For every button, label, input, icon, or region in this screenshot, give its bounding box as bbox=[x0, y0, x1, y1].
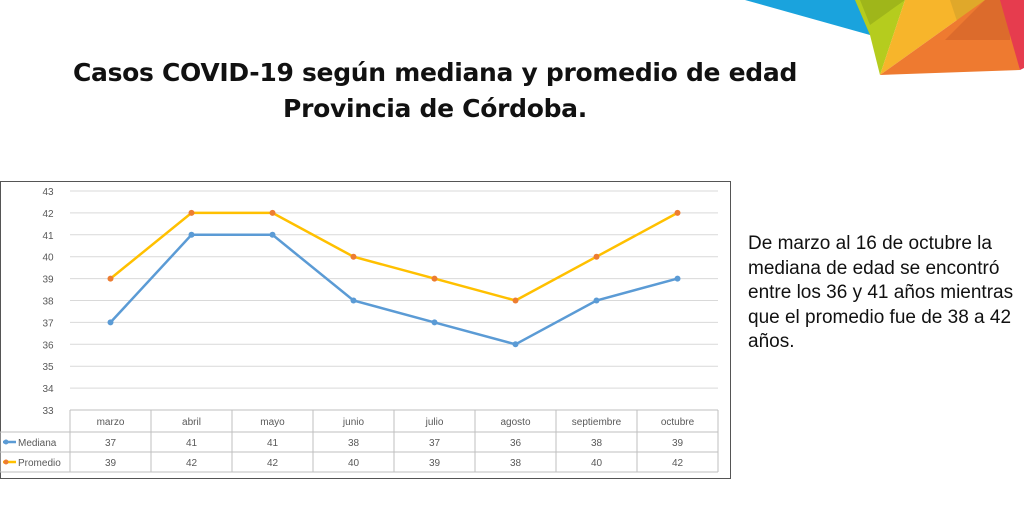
y-tick-label: 36 bbox=[42, 340, 54, 351]
y-tick-label: 43 bbox=[42, 187, 54, 198]
legend-marker bbox=[3, 459, 9, 465]
table-value: 40 bbox=[591, 458, 603, 469]
x-category-label: julio bbox=[425, 417, 444, 428]
series-line-mediana bbox=[109, 233, 678, 346]
x-category-label: octubre bbox=[661, 417, 695, 428]
x-category-label: septiembre bbox=[572, 417, 622, 428]
table-value: 42 bbox=[267, 458, 279, 469]
data-point bbox=[269, 231, 276, 238]
title-line-2: Provincia de Córdoba. bbox=[283, 94, 587, 123]
y-tick-label: 39 bbox=[42, 275, 54, 286]
series-line-promedio bbox=[109, 211, 679, 302]
table-value: 37 bbox=[429, 438, 441, 449]
table-value: 40 bbox=[348, 458, 360, 469]
table-value: 37 bbox=[105, 438, 117, 449]
page-title: Casos COVID-19 según mediana y promedio … bbox=[0, 55, 870, 127]
chart-frame bbox=[0, 181, 731, 479]
data-point bbox=[593, 297, 600, 304]
data-point bbox=[107, 319, 114, 326]
data-point bbox=[188, 209, 195, 216]
legend-label: Mediana bbox=[18, 438, 57, 449]
y-tick-label: 40 bbox=[42, 253, 54, 264]
table-value: 38 bbox=[348, 438, 360, 449]
data-point bbox=[512, 341, 519, 348]
y-tick-label: 42 bbox=[42, 209, 54, 220]
y-tick-label: 38 bbox=[42, 297, 54, 308]
x-category-label: agosto bbox=[500, 417, 530, 428]
y-tick-label: 37 bbox=[42, 318, 54, 329]
x-category-label: abril bbox=[182, 417, 201, 428]
table-value: 41 bbox=[267, 438, 279, 449]
table-value: 41 bbox=[186, 438, 198, 449]
decorative-corner-graphic bbox=[745, 0, 1024, 75]
data-point bbox=[593, 253, 600, 260]
data-point bbox=[512, 297, 519, 304]
x-category-label: mayo bbox=[260, 417, 285, 428]
y-tick-label: 41 bbox=[42, 231, 54, 242]
x-category-label: marzo bbox=[97, 417, 125, 428]
data-point bbox=[269, 209, 276, 216]
y-tick-label: 35 bbox=[42, 362, 54, 373]
data-point bbox=[674, 275, 681, 282]
legend-marker bbox=[3, 439, 9, 445]
data-point bbox=[350, 253, 357, 260]
legend-label: Promedio bbox=[18, 458, 61, 469]
data-point bbox=[431, 319, 438, 326]
data-point bbox=[107, 275, 114, 282]
table-value: 39 bbox=[105, 458, 117, 469]
line-chart: 33 34 35 36 37 38 39 40 41 42 43 marzo abril mayo juni… bbox=[0, 181, 731, 479]
title-line-1: Casos COVID-19 según mediana y promedio … bbox=[72, 58, 798, 87]
data-point bbox=[350, 297, 357, 304]
table-value: 36 bbox=[510, 438, 522, 449]
table-value: 39 bbox=[429, 458, 441, 469]
table-value: 38 bbox=[591, 438, 603, 449]
table-value: 42 bbox=[186, 458, 198, 469]
y-tick-label: 33 bbox=[42, 406, 54, 417]
data-point bbox=[188, 231, 195, 238]
data-point bbox=[674, 209, 681, 216]
table-value: 39 bbox=[672, 438, 684, 449]
x-category-label: junio bbox=[342, 417, 365, 428]
summary-text: De marzo al 16 de octubre la mediana de … bbox=[748, 233, 1014, 352]
table-value: 38 bbox=[510, 458, 522, 469]
table-value: 42 bbox=[672, 458, 684, 469]
y-tick-label: 34 bbox=[42, 384, 54, 395]
data-point bbox=[431, 275, 438, 282]
